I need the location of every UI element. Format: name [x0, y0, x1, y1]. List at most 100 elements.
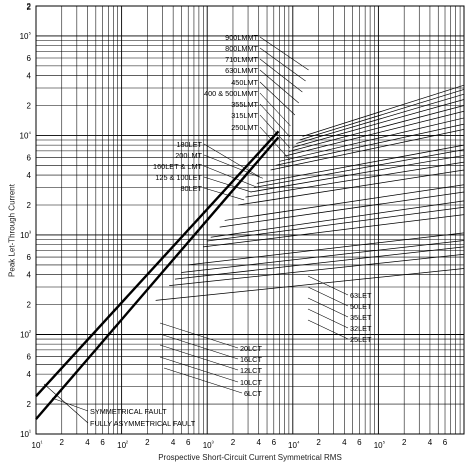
- series-label: 35LET: [350, 313, 372, 322]
- y-tick-label: 4: [27, 171, 32, 180]
- reference-label: SYMMETRICAL FAULT: [90, 407, 167, 416]
- label-leader: [159, 344, 239, 371]
- y-tick-label: 10¹: [20, 430, 31, 439]
- y-tick-label: 4: [27, 370, 32, 379]
- x-tick-label: 10⁵: [374, 440, 386, 450]
- series-label: 180LET: [176, 140, 202, 149]
- series-line: [207, 206, 465, 242]
- series-label: 10LCT: [240, 378, 262, 387]
- grid: [35, 5, 464, 435]
- series-line: [270, 129, 465, 171]
- label-leader: [259, 114, 291, 149]
- series-label: 315LMT: [231, 111, 258, 120]
- x-tick-label: 6: [100, 438, 105, 447]
- series-line: [181, 240, 465, 273]
- x-tick-label: 10⁴: [288, 440, 300, 450]
- series-label: 450LMT: [231, 78, 258, 87]
- x-tick-label: 2: [231, 438, 236, 447]
- x-tick-label: 10²: [117, 441, 128, 450]
- series-line: [279, 117, 465, 162]
- label-leader: [43, 383, 89, 424]
- x-tick-label: 2: [145, 438, 150, 447]
- series-line: [169, 253, 465, 286]
- series-label: 125 & 100LET: [155, 173, 202, 182]
- series-line: [256, 144, 465, 184]
- label-leader: [203, 154, 263, 179]
- reference-line: [35, 130, 280, 397]
- y-tick-label: 6: [27, 154, 32, 163]
- y-tick-label: 2: [27, 102, 32, 111]
- series-label: 63LET: [350, 291, 372, 300]
- x-tick-label: 6: [443, 438, 448, 447]
- y-tick-label: 10⁵: [20, 31, 32, 41]
- label-leader: [259, 36, 309, 71]
- x-tick-label: 10³: [203, 441, 214, 450]
- y-tick-label: 4: [27, 72, 32, 81]
- series-line: [174, 246, 465, 280]
- series-label: 12LCT: [240, 366, 262, 375]
- series-line: [284, 110, 465, 157]
- y-tick-label: 2: [27, 3, 32, 12]
- x-tick-label: 4: [342, 438, 347, 447]
- series-label: 250LMT: [231, 123, 258, 132]
- label-leader: [159, 333, 239, 360]
- x-tick-label: 4: [428, 438, 433, 447]
- y-tick-label: 10³: [20, 231, 31, 240]
- series-label: 16LCT: [240, 355, 262, 364]
- label-leader: [203, 165, 257, 188]
- series-label: 25LET: [350, 335, 372, 344]
- x-tick-label: 6: [186, 438, 191, 447]
- series-line: [275, 123, 465, 166]
- label-leader: [51, 397, 89, 412]
- y-tick-label: 6: [27, 353, 32, 362]
- y-tick-label: 2: [27, 2, 32, 11]
- label-leader: [203, 176, 252, 193]
- label-leader: [259, 58, 303, 93]
- series-lines: [155, 84, 465, 301]
- x-tick-label: 2: [60, 438, 65, 447]
- series-labels: 900LMMT 800LMMT 710LMMT 630LMMT 450LMT 400 & …: [43, 33, 372, 428]
- series-line: [155, 268, 465, 301]
- y-tick-label: 10²: [20, 330, 31, 339]
- series-line: [224, 184, 465, 221]
- series-label: 50LET: [350, 302, 372, 311]
- x-tick-label: 2: [316, 438, 321, 447]
- series-label: 400 & 500LMMT: [204, 89, 258, 98]
- label-leader: [259, 92, 291, 127]
- series-label: 630LMMT: [225, 66, 258, 75]
- x-tick-label: 4: [257, 438, 262, 447]
- series-label: 800LMMT: [225, 44, 258, 53]
- series-label: 200LMT: [175, 151, 202, 160]
- label-leader: [203, 143, 260, 178]
- label-leader: [259, 126, 291, 161]
- label-leader: [259, 103, 291, 138]
- series-label: 32LET: [350, 324, 372, 333]
- series-label: 20LCT: [240, 344, 262, 353]
- label-leader: [159, 322, 239, 349]
- series-line: [296, 93, 465, 144]
- x-axis-label: Prospective Short-Circuit Current Symmet…: [158, 453, 342, 462]
- plot-frame: [35, 5, 465, 435]
- series-label: 710LMMT: [225, 55, 258, 64]
- reference-line: [35, 136, 280, 420]
- series-label: 355LMT: [231, 100, 258, 109]
- x-tick-label: 6: [272, 438, 277, 447]
- y-axis-label: Peak Let-Through Current: [7, 184, 17, 277]
- x-tick-label: 2: [402, 438, 407, 447]
- label-leader: [259, 81, 296, 116]
- label-leader: [307, 297, 349, 318]
- series-line: [238, 169, 465, 206]
- y-tick-label: 6: [27, 54, 32, 63]
- label-leader: [259, 47, 306, 82]
- series-line: [253, 149, 465, 188]
- series-label: 80LET: [181, 184, 203, 193]
- reference-label: FULLY ASYMMETRICAL FAULT: [90, 419, 196, 428]
- x-tick-label: 4: [85, 438, 90, 447]
- series-line: [188, 232, 465, 266]
- y-tick-label: 10⁴: [20, 130, 32, 140]
- label-leader: [163, 367, 243, 394]
- label-leader: [259, 69, 299, 104]
- y-tick-label: 2: [27, 201, 32, 210]
- series-line: [210, 200, 465, 238]
